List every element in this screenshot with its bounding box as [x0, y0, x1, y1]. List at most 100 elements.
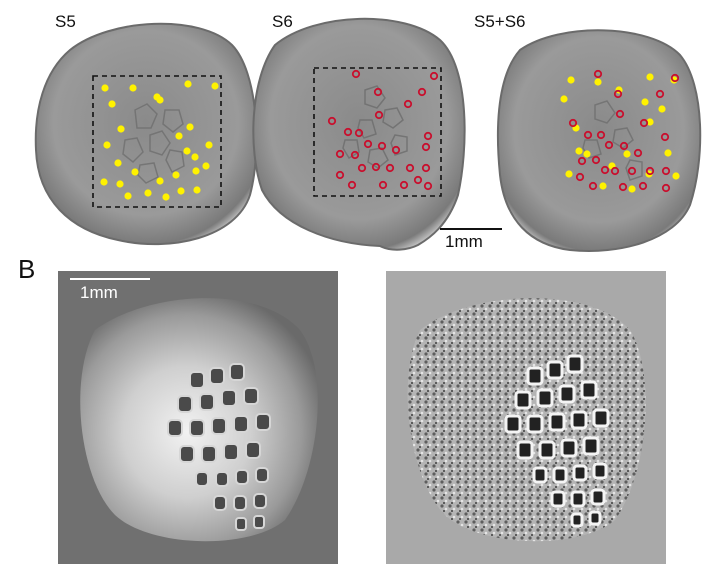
s5-site-marker: [100, 178, 108, 186]
s5-site-marker: [583, 150, 591, 158]
slice-s5s6-tissue: [496, 29, 702, 252]
s6-site-marker: [405, 163, 415, 173]
s6-site-marker: [583, 130, 593, 140]
s6-site-marker: [618, 182, 628, 192]
s6-site-marker: [660, 132, 670, 142]
s6-site-marker: [347, 180, 357, 190]
panel-b-letter: B: [18, 254, 36, 284]
s6-site-marker: [655, 89, 665, 99]
panel-b-scale-bar: [70, 278, 150, 280]
s6-site-marker: [335, 149, 345, 159]
s6-site-marker: [670, 73, 680, 83]
s6-site-marker: [577, 156, 587, 166]
s6-site-marker: [343, 127, 353, 137]
s6-site-marker: [423, 131, 433, 141]
s5-site-marker: [594, 78, 602, 86]
s5-site-marker: [184, 80, 192, 88]
s6-site-marker: [615, 109, 625, 119]
s6-site-marker: [588, 181, 598, 191]
s5-site-marker: [183, 147, 191, 155]
slice-s5: [34, 22, 258, 246]
s6-site-marker: [413, 175, 423, 185]
s6-site-marker: [421, 163, 431, 173]
s6-site-marker: [417, 87, 427, 97]
s6-site-marker: [613, 89, 623, 99]
s6-site-marker: [399, 180, 409, 190]
s5-site-marker: [664, 149, 672, 157]
s5-site-marker: [101, 84, 109, 92]
s5-site-marker: [124, 192, 132, 200]
panel-b-left-barrel-field: [167, 363, 271, 531]
s5-site-marker: [177, 187, 185, 195]
panel-b-scale-label: 1mm: [80, 283, 118, 302]
s6-site-marker: [604, 140, 614, 150]
s5-site-marker: [575, 147, 583, 155]
s6-site-marker: [421, 142, 431, 152]
s5-markers-slice-1: [100, 80, 219, 201]
s6-site-marker: [354, 128, 364, 138]
slice-label-s5s6: S5+S6: [474, 12, 526, 31]
s5-site-marker: [186, 123, 194, 131]
s6-site-marker: [593, 69, 603, 79]
panel-a-scale-bar: [440, 228, 502, 230]
s5-site-marker: [131, 168, 139, 176]
slice-label-s6: S6: [272, 12, 293, 31]
s5-site-marker: [565, 170, 573, 178]
s5-site-marker: [175, 132, 183, 140]
s6-site-marker: [633, 148, 643, 158]
s5-site-marker: [129, 84, 137, 92]
s5-site-marker: [658, 105, 666, 113]
s6-site-marker: [363, 139, 373, 149]
s6-site-marker: [600, 165, 610, 175]
s6-site-marker: [357, 163, 367, 173]
panel-b-left-image: [58, 271, 338, 564]
s5-site-marker: [103, 141, 111, 149]
s5-site-marker: [114, 159, 122, 167]
s6-site-marker: [610, 166, 620, 176]
s6-site-marker: [575, 172, 585, 182]
panel-b-right-barrel-field: [504, 354, 610, 528]
slice-s5-barrels: [122, 103, 185, 184]
panel-a-scale-label: 1mm: [445, 232, 483, 251]
s5-site-marker: [623, 150, 631, 158]
s6-site-marker: [378, 180, 388, 190]
slice-s5s6: [496, 29, 702, 252]
s6-site-marker: [619, 141, 629, 151]
s6-site-marker: [374, 110, 384, 120]
s6-site-marker: [568, 118, 578, 128]
s5-site-marker: [202, 162, 210, 170]
slice-label-s5: S5: [55, 12, 76, 31]
s6-site-marker: [377, 141, 387, 151]
s6-site-marker: [639, 118, 649, 128]
s5-site-marker: [153, 93, 161, 101]
s5-site-marker: [641, 98, 649, 106]
s5-site-marker: [599, 182, 607, 190]
s6-site-marker: [350, 150, 360, 160]
s6-markers-slice-2: [327, 69, 439, 191]
s6-site-marker: [638, 181, 648, 191]
s5-site-marker: [116, 180, 124, 188]
s5-site-marker: [193, 186, 201, 194]
slice-s5s6-barrels: [582, 100, 643, 181]
s5-site-marker: [117, 125, 125, 133]
slice-s6-tissue: [252, 17, 466, 251]
s6-site-marker: [335, 170, 345, 180]
s6-site-marker: [371, 162, 381, 172]
s5-site-marker: [646, 118, 654, 126]
s5-site-marker: [156, 177, 164, 185]
s5-site-marker: [108, 100, 116, 108]
s5-site-marker: [172, 171, 180, 179]
s6-site-marker: [661, 183, 671, 193]
slice-s6: [252, 17, 466, 251]
s6-site-marker: [645, 166, 655, 176]
s6-site-marker: [596, 130, 606, 140]
s6-site-marker: [351, 69, 361, 79]
s6-site-marker: [429, 71, 439, 81]
s5-site-marker: [672, 172, 680, 180]
s6-site-marker: [403, 99, 413, 109]
s6-site-marker: [423, 181, 433, 191]
s5-site-marker: [191, 153, 199, 161]
s5-site-marker: [192, 167, 200, 175]
s6-site-marker: [391, 145, 401, 155]
